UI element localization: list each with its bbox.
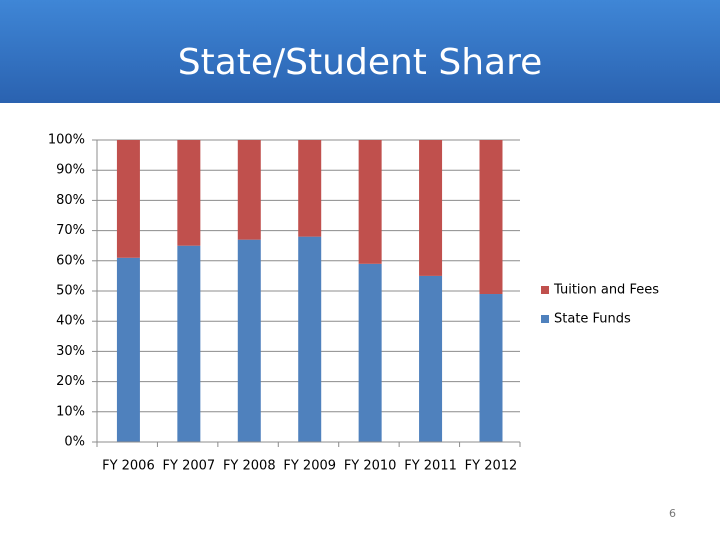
bar-segment: [298, 140, 322, 237]
chart-title: State/Student Share: [178, 42, 542, 83]
bar-segment: [358, 140, 382, 264]
legend-swatch: [541, 286, 549, 294]
bar-segment: [419, 140, 443, 276]
y-tick-label: 100%: [48, 133, 85, 148]
title-banner: [0, 0, 720, 103]
y-tick-label: 30%: [56, 344, 85, 359]
bar-segment: [237, 140, 261, 240]
y-tick-label: 20%: [56, 374, 85, 389]
bar-segment: [177, 140, 201, 246]
y-tick-label: 60%: [56, 253, 85, 268]
legend-swatch: [541, 315, 549, 323]
y-tick-label: 40%: [56, 314, 85, 329]
bar-segment: [479, 140, 503, 295]
y-tick-label: 10%: [56, 404, 85, 419]
y-tick-label: 90%: [56, 163, 85, 178]
bar-segment: [358, 263, 382, 442]
x-tick-label: FY 2010: [344, 459, 397, 474]
legend-label: Tuition and Fees: [553, 283, 659, 298]
x-tick-label: FY 2008: [223, 459, 276, 474]
y-tick-label: 80%: [56, 193, 85, 208]
bar-segment: [298, 236, 322, 442]
bar-segment: [116, 140, 140, 258]
x-tick-label: FY 2007: [163, 459, 216, 474]
legend-label: State Funds: [554, 312, 631, 327]
y-tick-label: 0%: [64, 435, 85, 450]
x-tick-label: FY 2012: [465, 459, 518, 474]
x-tick-label: FY 2006: [102, 459, 155, 474]
y-tick-label: 50%: [56, 284, 85, 299]
y-tick-label: 70%: [56, 223, 85, 238]
bar-segment: [237, 239, 261, 442]
bar-segment: [116, 257, 140, 442]
bar-segment: [419, 275, 443, 442]
bar-segment: [479, 294, 503, 442]
page-number: 6: [669, 507, 676, 520]
x-tick-label: FY 2009: [283, 459, 336, 474]
bar-segment: [177, 245, 201, 442]
x-tick-label: FY 2011: [404, 459, 457, 474]
